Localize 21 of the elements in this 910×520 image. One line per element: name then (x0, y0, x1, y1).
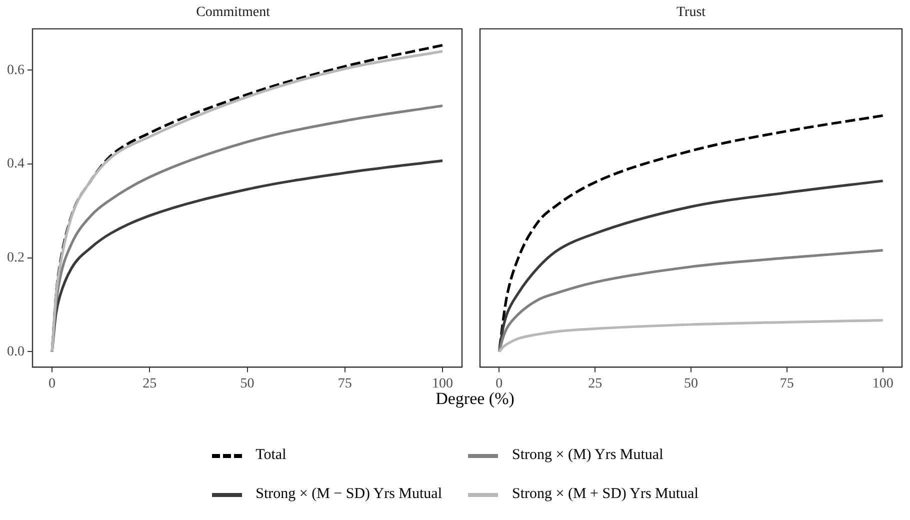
legend-label: Strong × (M − SD) Yrs Mutual (256, 486, 442, 503)
y-tick-label: 0.6 (7, 62, 24, 78)
legend-label: Strong × (M) Yrs Mutual (512, 447, 664, 464)
legend-label: Strong × (M + SD) Yrs Mutual (512, 486, 698, 503)
x-tick-label: 75 (338, 376, 352, 392)
x-tick-label: 50 (684, 376, 698, 392)
x-tick-label: 75 (780, 376, 794, 392)
x-tick-label: 0 (48, 376, 56, 392)
legend-label: Total (256, 447, 286, 464)
x-axis-title: Degree (%) (436, 389, 514, 408)
x-tick-label: 100 (872, 376, 894, 392)
chart-title: Trust (676, 5, 706, 20)
chart-title: Commitment (196, 5, 270, 20)
x-tick-label: 50 (240, 376, 254, 392)
y-tick-label: 0.2 (7, 250, 24, 266)
x-tick-label: 100 (432, 376, 453, 392)
y-tick-label: 0.4 (7, 156, 24, 172)
x-tick-label: 25 (142, 376, 157, 392)
y-tick-label: 0.0 (7, 344, 24, 360)
x-tick-label: 25 (588, 376, 602, 392)
x-tick-label: 0 (496, 376, 503, 392)
